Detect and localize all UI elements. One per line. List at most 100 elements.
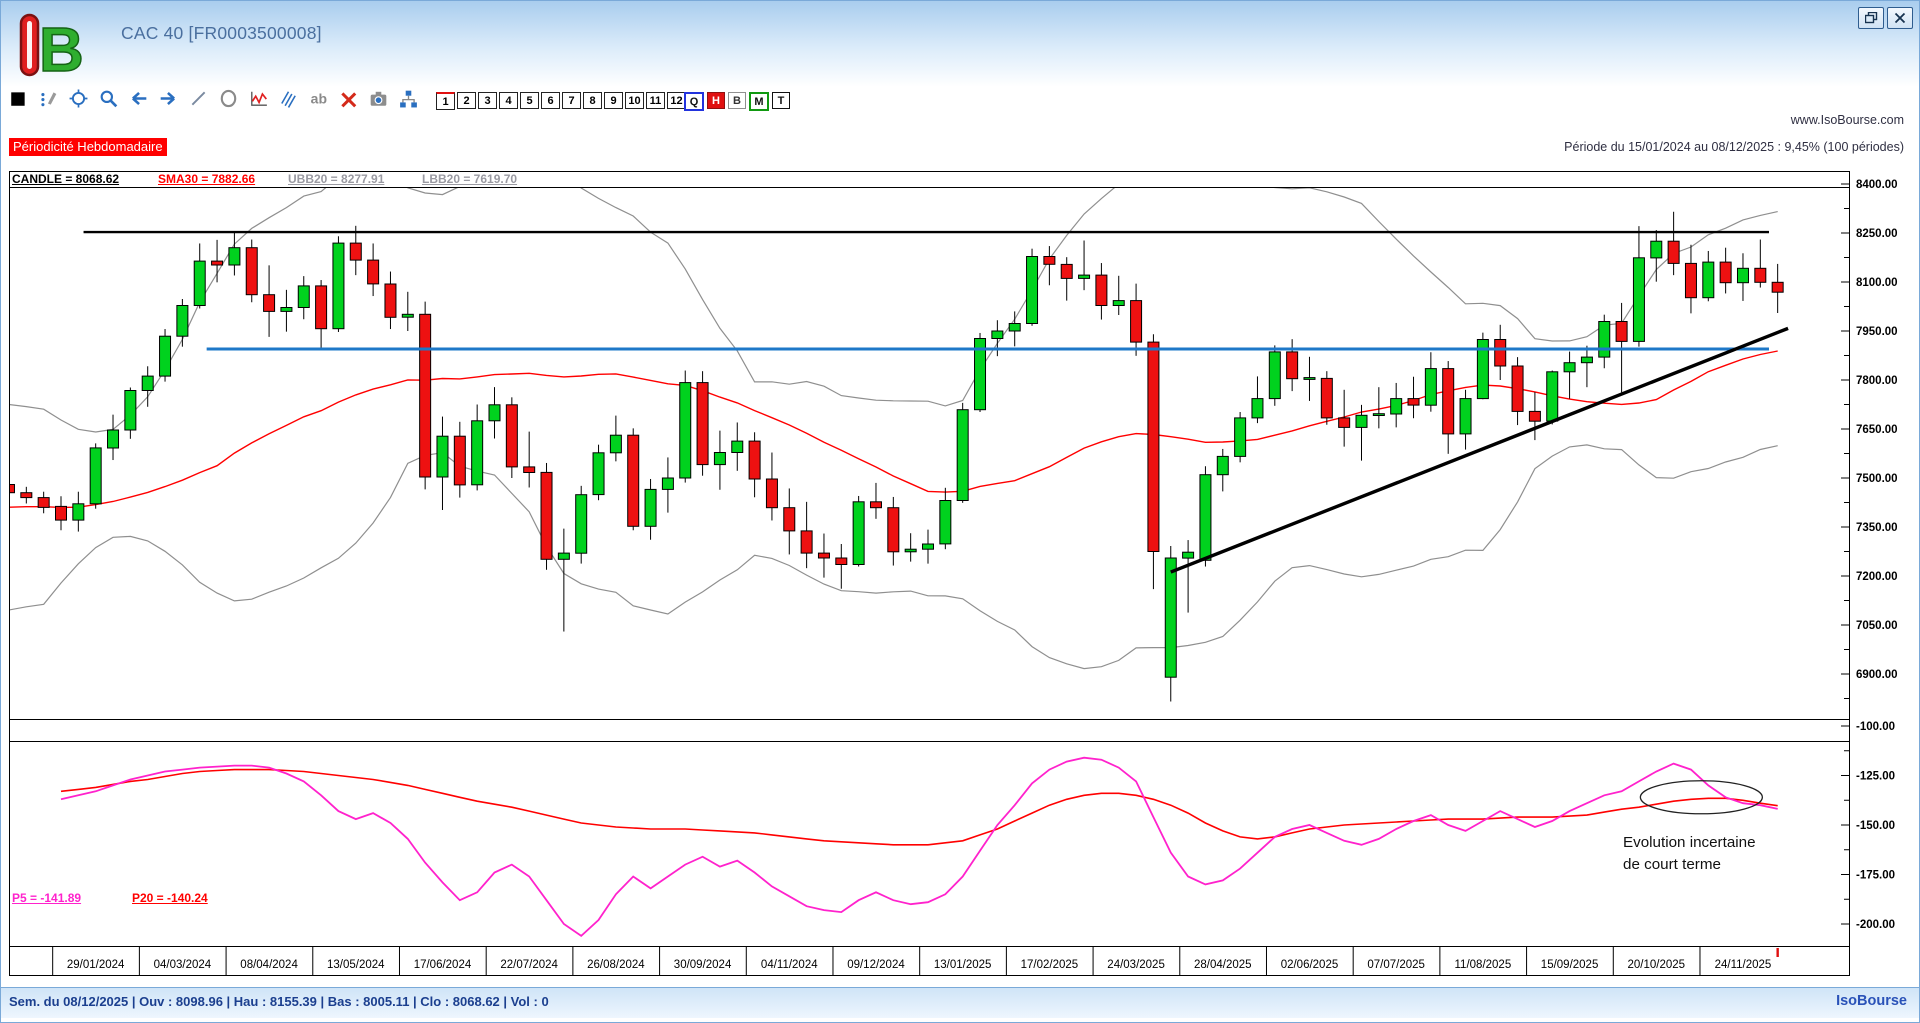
title-bar: B CAC 40 [FR0003500008] xyxy=(1,1,1919,87)
periodicity-button-M[interactable]: M xyxy=(749,92,769,111)
svg-text:-200.00: -200.00 xyxy=(1856,919,1895,931)
legend-p20[interactable]: P20 = -140.24 xyxy=(132,891,208,905)
ellipse-annotation[interactable] xyxy=(1639,780,1764,815)
svg-text:13/01/2025: 13/01/2025 xyxy=(934,959,992,971)
svg-text:8100.00: 8100.00 xyxy=(1856,277,1898,289)
trendline-icon[interactable] xyxy=(189,89,208,108)
ascending-trendline[interactable] xyxy=(1170,326,1789,574)
isobourse-logo: B xyxy=(17,13,89,86)
svg-text:28/04/2025: 28/04/2025 xyxy=(1194,959,1252,971)
draw-points-pencil-icon[interactable] xyxy=(39,89,58,108)
svg-text:08/04/2024: 08/04/2024 xyxy=(240,959,298,971)
svg-text:24/03/2025: 24/03/2025 xyxy=(1107,959,1165,971)
svg-text:09/12/2024: 09/12/2024 xyxy=(847,959,905,971)
ellipse-tool-icon[interactable] xyxy=(219,89,238,108)
status-bar: Sem. du 08/12/2025 | Ouv : 8098.96 | Hau… xyxy=(1,987,1919,1018)
brand-label: IsoBourse xyxy=(1836,993,1907,1009)
periodicity-badge: Périodicité Hebdomadaire xyxy=(9,138,167,156)
indicator-lines xyxy=(60,756,1778,938)
chart-canvas[interactable]: 8400.00 8250.00 8100.00 7950.00 7800.00 7650.… xyxy=(1,171,1920,976)
close-window-button[interactable] xyxy=(1887,7,1913,29)
svg-text:7950.00: 7950.00 xyxy=(1856,326,1898,338)
chart-number-toolbar: 1 2 3 4 5 6 7 8 9 10 11 12 xyxy=(436,92,686,110)
indicator-chart-icon[interactable] xyxy=(249,89,268,108)
price-axis: 8400.00 8250.00 8100.00 7950.00 7800.00 7650.… xyxy=(1841,179,1898,931)
crosshair-icon[interactable] xyxy=(69,89,88,108)
legend-lbb20[interactable]: LBB20 = 7619.70 xyxy=(422,172,518,186)
svg-text:04/03/2024: 04/03/2024 xyxy=(154,959,212,971)
delete-icon[interactable] xyxy=(339,89,358,108)
annotation-text[interactable]: Evolution incertaine de court terme xyxy=(1623,834,1756,873)
chart-number-button-1[interactable]: 1 xyxy=(436,92,455,110)
text-tool-icon[interactable]: ab xyxy=(309,89,328,108)
chart-number-button-8[interactable]: 8 xyxy=(583,92,602,109)
zoom-icon[interactable] xyxy=(99,89,118,108)
svg-text:-125.00: -125.00 xyxy=(1856,771,1895,783)
legend-candle[interactable]: CANDLE = 8068.62 xyxy=(12,172,120,186)
legend-sma30[interactable]: SMA30 = 7882.66 xyxy=(158,172,256,186)
svg-text:7350.00: 7350.00 xyxy=(1856,522,1898,534)
svg-text:B: B xyxy=(39,16,84,79)
current-period-marker xyxy=(1776,948,1779,957)
svg-text:-100.00: -100.00 xyxy=(1856,721,1895,733)
chart-number-button-2[interactable]: 2 xyxy=(457,92,476,109)
svg-text:29/01/2024: 29/01/2024 xyxy=(67,959,125,971)
svg-text:11/08/2025: 11/08/2025 xyxy=(1455,959,1512,971)
chart-number-button-6[interactable]: 6 xyxy=(541,92,560,109)
svg-text:24/11/2025: 24/11/2025 xyxy=(1715,959,1772,971)
chart-number-button-9[interactable]: 9 xyxy=(604,92,623,109)
svg-text:22/07/2024: 22/07/2024 xyxy=(500,959,558,971)
svg-text:7800.00: 7800.00 xyxy=(1856,375,1898,387)
restore-window-button[interactable] xyxy=(1858,7,1884,29)
chart-number-button-4[interactable]: 4 xyxy=(499,92,518,109)
svg-text:ab: ab xyxy=(311,91,327,107)
parallel-lines-icon[interactable] xyxy=(279,89,298,108)
hierarchy-icon[interactable] xyxy=(399,89,418,108)
svg-text:26/08/2024: 26/08/2024 xyxy=(587,959,645,971)
periodicity-button-T[interactable]: T xyxy=(772,92,790,109)
instrument-title: CAC 40 [FR0003500008] xyxy=(121,23,322,43)
svg-text:02/06/2025: 02/06/2025 xyxy=(1281,959,1339,971)
svg-text:20/10/2025: 20/10/2025 xyxy=(1627,959,1685,971)
svg-text:8400.00: 8400.00 xyxy=(1856,179,1898,191)
drawing-toolbar: ab xyxy=(9,89,418,108)
svg-text:-175.00: -175.00 xyxy=(1856,870,1895,882)
svg-text:17/02/2025: 17/02/2025 xyxy=(1021,959,1079,971)
svg-text:8250.00: 8250.00 xyxy=(1856,228,1898,240)
svg-text:30/09/2024: 30/09/2024 xyxy=(674,959,732,971)
chart-number-button-12[interactable]: 12 xyxy=(667,92,686,109)
bollinger-bands xyxy=(10,188,1778,670)
svg-text:7050.00: 7050.00 xyxy=(1856,620,1898,632)
arrow-right-icon[interactable] xyxy=(159,89,178,108)
periodicity-button-H[interactable]: H xyxy=(707,92,725,109)
svg-text:07/07/2025: 07/07/2025 xyxy=(1367,959,1425,971)
periodicity-button-Q[interactable]: Q xyxy=(684,92,704,111)
svg-text:6900.00: 6900.00 xyxy=(1856,669,1898,681)
select-square-icon[interactable] xyxy=(9,89,28,108)
svg-text:7200.00: 7200.00 xyxy=(1856,571,1898,583)
svg-text:15/09/2025: 15/09/2025 xyxy=(1541,959,1599,971)
arrow-left-icon[interactable] xyxy=(129,89,148,108)
candlestick-series xyxy=(10,211,1784,702)
svg-text:7500.00: 7500.00 xyxy=(1856,473,1898,485)
chart-number-button-10[interactable]: 10 xyxy=(625,92,644,109)
screenshot-icon[interactable] xyxy=(369,89,388,108)
date-axis: 29/01/2024 04/03/2024 08/04/2024 13/05/2024… xyxy=(52,947,1779,975)
chart-number-button-11[interactable]: 11 xyxy=(646,92,665,109)
chart-number-button-3[interactable]: 3 xyxy=(478,92,497,109)
legend-p5[interactable]: P5 = -141.89 xyxy=(12,891,82,905)
svg-text:7650.00: 7650.00 xyxy=(1856,424,1898,436)
period-info-label: Période du 15/01/2024 au 08/12/2025 : 9,… xyxy=(1564,140,1904,154)
chart-number-button-5[interactable]: 5 xyxy=(520,92,539,109)
svg-text:04/11/2024: 04/11/2024 xyxy=(761,959,818,971)
legend-ubb20[interactable]: UBB20 = 8277.91 xyxy=(288,172,385,186)
svg-text:17/06/2024: 17/06/2024 xyxy=(414,959,472,971)
chart-number-button-7[interactable]: 7 xyxy=(562,92,581,109)
svg-text:-150.00: -150.00 xyxy=(1856,820,1895,832)
website-link[interactable]: www.IsoBourse.com xyxy=(1790,113,1904,127)
periodicity-button-B[interactable]: B xyxy=(728,92,746,109)
quote-status-text: Sem. du 08/12/2025 | Ouv : 8098.96 | Hau… xyxy=(9,994,549,1009)
svg-text:13/05/2024: 13/05/2024 xyxy=(327,959,385,971)
